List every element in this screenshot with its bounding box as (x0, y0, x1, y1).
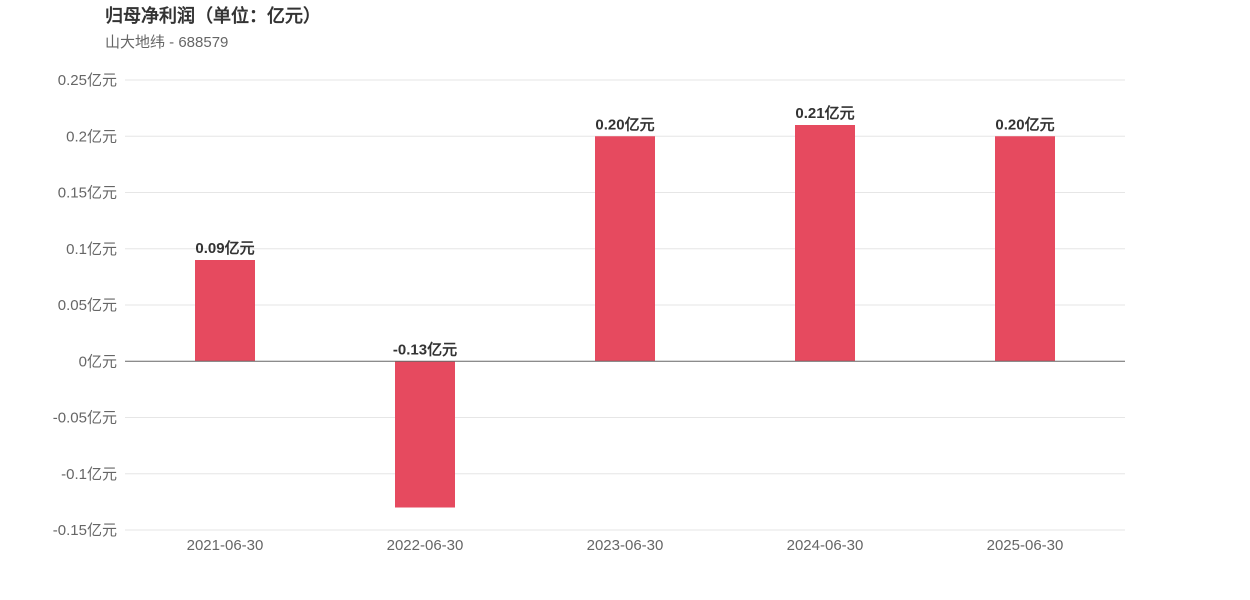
data-label: 0.21亿元 (795, 104, 854, 122)
y-tick-label: 0.25亿元 (58, 72, 117, 89)
y-tick-label: -0.15亿元 (53, 522, 117, 539)
bar (195, 260, 255, 362)
bar (995, 136, 1055, 362)
chart-title: 归母净利润（单位：亿元） (105, 6, 321, 26)
y-tick-label: 0.2亿元 (66, 128, 117, 145)
x-tick-label: 2025-06-30 (987, 537, 1064, 554)
data-label: -0.13亿元 (393, 340, 457, 358)
y-tick-label: -0.1亿元 (61, 466, 117, 483)
chart-subtitle: 山大地纬 - 688579 (105, 34, 229, 51)
y-tick-label: 0.1亿元 (66, 241, 117, 258)
x-tick-label: 2024-06-30 (787, 537, 864, 554)
x-tick-label: 2021-06-30 (187, 537, 264, 554)
data-label: 0.20亿元 (995, 115, 1054, 133)
y-tick-label: 0.15亿元 (58, 185, 117, 202)
x-tick-label: 2023-06-30 (587, 537, 664, 554)
y-tick-label: 0.05亿元 (58, 297, 117, 314)
y-tick-label: 0亿元 (79, 353, 117, 370)
bar (395, 361, 455, 508)
x-tick-label: 2022-06-30 (387, 537, 464, 554)
data-label: 0.09亿元 (195, 239, 254, 257)
y-tick-label: -0.05亿元 (53, 410, 117, 427)
bar (795, 125, 855, 362)
data-label: 0.20亿元 (595, 115, 654, 133)
bar (595, 136, 655, 362)
